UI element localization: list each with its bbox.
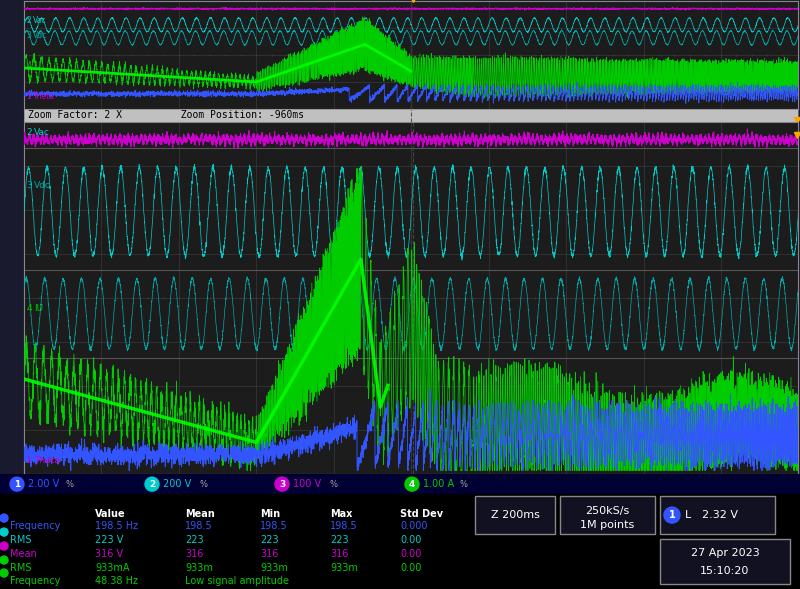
Text: %: % bbox=[330, 479, 338, 489]
Text: 2: 2 bbox=[149, 479, 155, 489]
Text: Zoom Factor: 2 X          Zoom Position: -960ms: Zoom Factor: 2 X Zoom Position: -960ms bbox=[28, 111, 304, 120]
Text: 1: 1 bbox=[26, 91, 31, 101]
Circle shape bbox=[405, 477, 419, 491]
Text: RMS: RMS bbox=[10, 535, 31, 545]
Text: RMS: RMS bbox=[10, 563, 31, 573]
Text: Low signal amplitude: Low signal amplitude bbox=[185, 576, 289, 586]
Text: 1M points: 1M points bbox=[580, 520, 634, 530]
Text: Frequency: Frequency bbox=[10, 521, 60, 531]
Text: 198.5: 198.5 bbox=[260, 521, 288, 531]
Text: 250kS/s: 250kS/s bbox=[585, 506, 629, 516]
Bar bbox=[0, 474, 800, 494]
Text: 933m: 933m bbox=[185, 563, 213, 573]
Text: 223: 223 bbox=[330, 535, 349, 545]
Text: 316: 316 bbox=[330, 549, 348, 559]
Text: 15:10:20: 15:10:20 bbox=[700, 566, 750, 576]
Text: 316: 316 bbox=[260, 549, 278, 559]
Bar bbox=[560, 496, 655, 534]
Text: Max: Max bbox=[330, 509, 352, 519]
Text: 0.00: 0.00 bbox=[400, 549, 422, 559]
Text: Std Dev: Std Dev bbox=[400, 509, 443, 519]
Text: 223: 223 bbox=[260, 535, 278, 545]
Bar bbox=[660, 539, 790, 584]
Text: 0.00: 0.00 bbox=[400, 563, 422, 573]
Text: %: % bbox=[200, 479, 208, 489]
Circle shape bbox=[0, 514, 8, 522]
Text: 223 V: 223 V bbox=[95, 535, 123, 545]
Text: IU: IU bbox=[34, 304, 43, 313]
Circle shape bbox=[145, 477, 159, 491]
Text: Theta: Theta bbox=[34, 91, 55, 101]
Text: Vac: Vac bbox=[34, 128, 50, 137]
Text: 4: 4 bbox=[26, 304, 32, 313]
Text: Mean: Mean bbox=[185, 509, 214, 519]
Text: 1: 1 bbox=[14, 479, 20, 489]
Circle shape bbox=[10, 477, 24, 491]
Circle shape bbox=[275, 477, 289, 491]
Text: Vdc: Vdc bbox=[34, 181, 51, 190]
Text: Theta: Theta bbox=[34, 455, 60, 465]
Text: 0.00: 0.00 bbox=[400, 535, 422, 545]
Text: Frequency: Frequency bbox=[10, 576, 60, 586]
Text: 4: 4 bbox=[409, 479, 415, 489]
Text: 1: 1 bbox=[669, 510, 675, 520]
Text: 198.5: 198.5 bbox=[330, 521, 358, 531]
Text: IU: IU bbox=[34, 61, 41, 70]
Text: Vac: Vac bbox=[34, 16, 46, 25]
Text: 2.00 V: 2.00 V bbox=[28, 479, 59, 489]
Text: 100 V: 100 V bbox=[293, 479, 321, 489]
Text: 2.32 V: 2.32 V bbox=[702, 510, 738, 520]
Text: 198.5: 198.5 bbox=[185, 521, 213, 531]
Text: %: % bbox=[460, 479, 468, 489]
Text: 2: 2 bbox=[26, 16, 31, 25]
Bar bbox=[660, 496, 775, 534]
Text: 3: 3 bbox=[26, 31, 31, 40]
Bar bbox=[0, 474, 570, 494]
Text: 316 V: 316 V bbox=[95, 549, 123, 559]
Text: 48.38 Hz: 48.38 Hz bbox=[95, 576, 138, 586]
Text: 223: 223 bbox=[185, 535, 204, 545]
Text: 3: 3 bbox=[279, 479, 285, 489]
Text: 27 Apr 2023: 27 Apr 2023 bbox=[690, 548, 759, 558]
Bar bbox=[475, 496, 555, 534]
Text: Value: Value bbox=[95, 509, 126, 519]
Text: 1.00 A: 1.00 A bbox=[423, 479, 454, 489]
Text: 1: 1 bbox=[26, 455, 32, 465]
Text: 200 V: 200 V bbox=[163, 479, 191, 489]
Text: L: L bbox=[685, 510, 691, 520]
Text: Min: Min bbox=[260, 509, 280, 519]
Text: 316: 316 bbox=[185, 549, 203, 559]
Text: 933mA: 933mA bbox=[95, 563, 130, 573]
Text: Z 200ms: Z 200ms bbox=[490, 510, 539, 520]
Circle shape bbox=[0, 569, 8, 577]
Circle shape bbox=[0, 556, 8, 564]
Text: 3: 3 bbox=[26, 181, 32, 190]
Text: %: % bbox=[65, 479, 73, 489]
Circle shape bbox=[664, 507, 680, 523]
Text: Mean: Mean bbox=[10, 549, 37, 559]
Circle shape bbox=[0, 528, 8, 536]
Text: 933m: 933m bbox=[330, 563, 358, 573]
Text: 4: 4 bbox=[26, 61, 31, 70]
Text: Vdc: Vdc bbox=[34, 31, 47, 40]
Text: 933m: 933m bbox=[260, 563, 288, 573]
Circle shape bbox=[0, 542, 8, 550]
Text: 0.000: 0.000 bbox=[400, 521, 427, 531]
Text: 198.5 Hz: 198.5 Hz bbox=[95, 521, 138, 531]
Text: 2: 2 bbox=[26, 128, 32, 137]
